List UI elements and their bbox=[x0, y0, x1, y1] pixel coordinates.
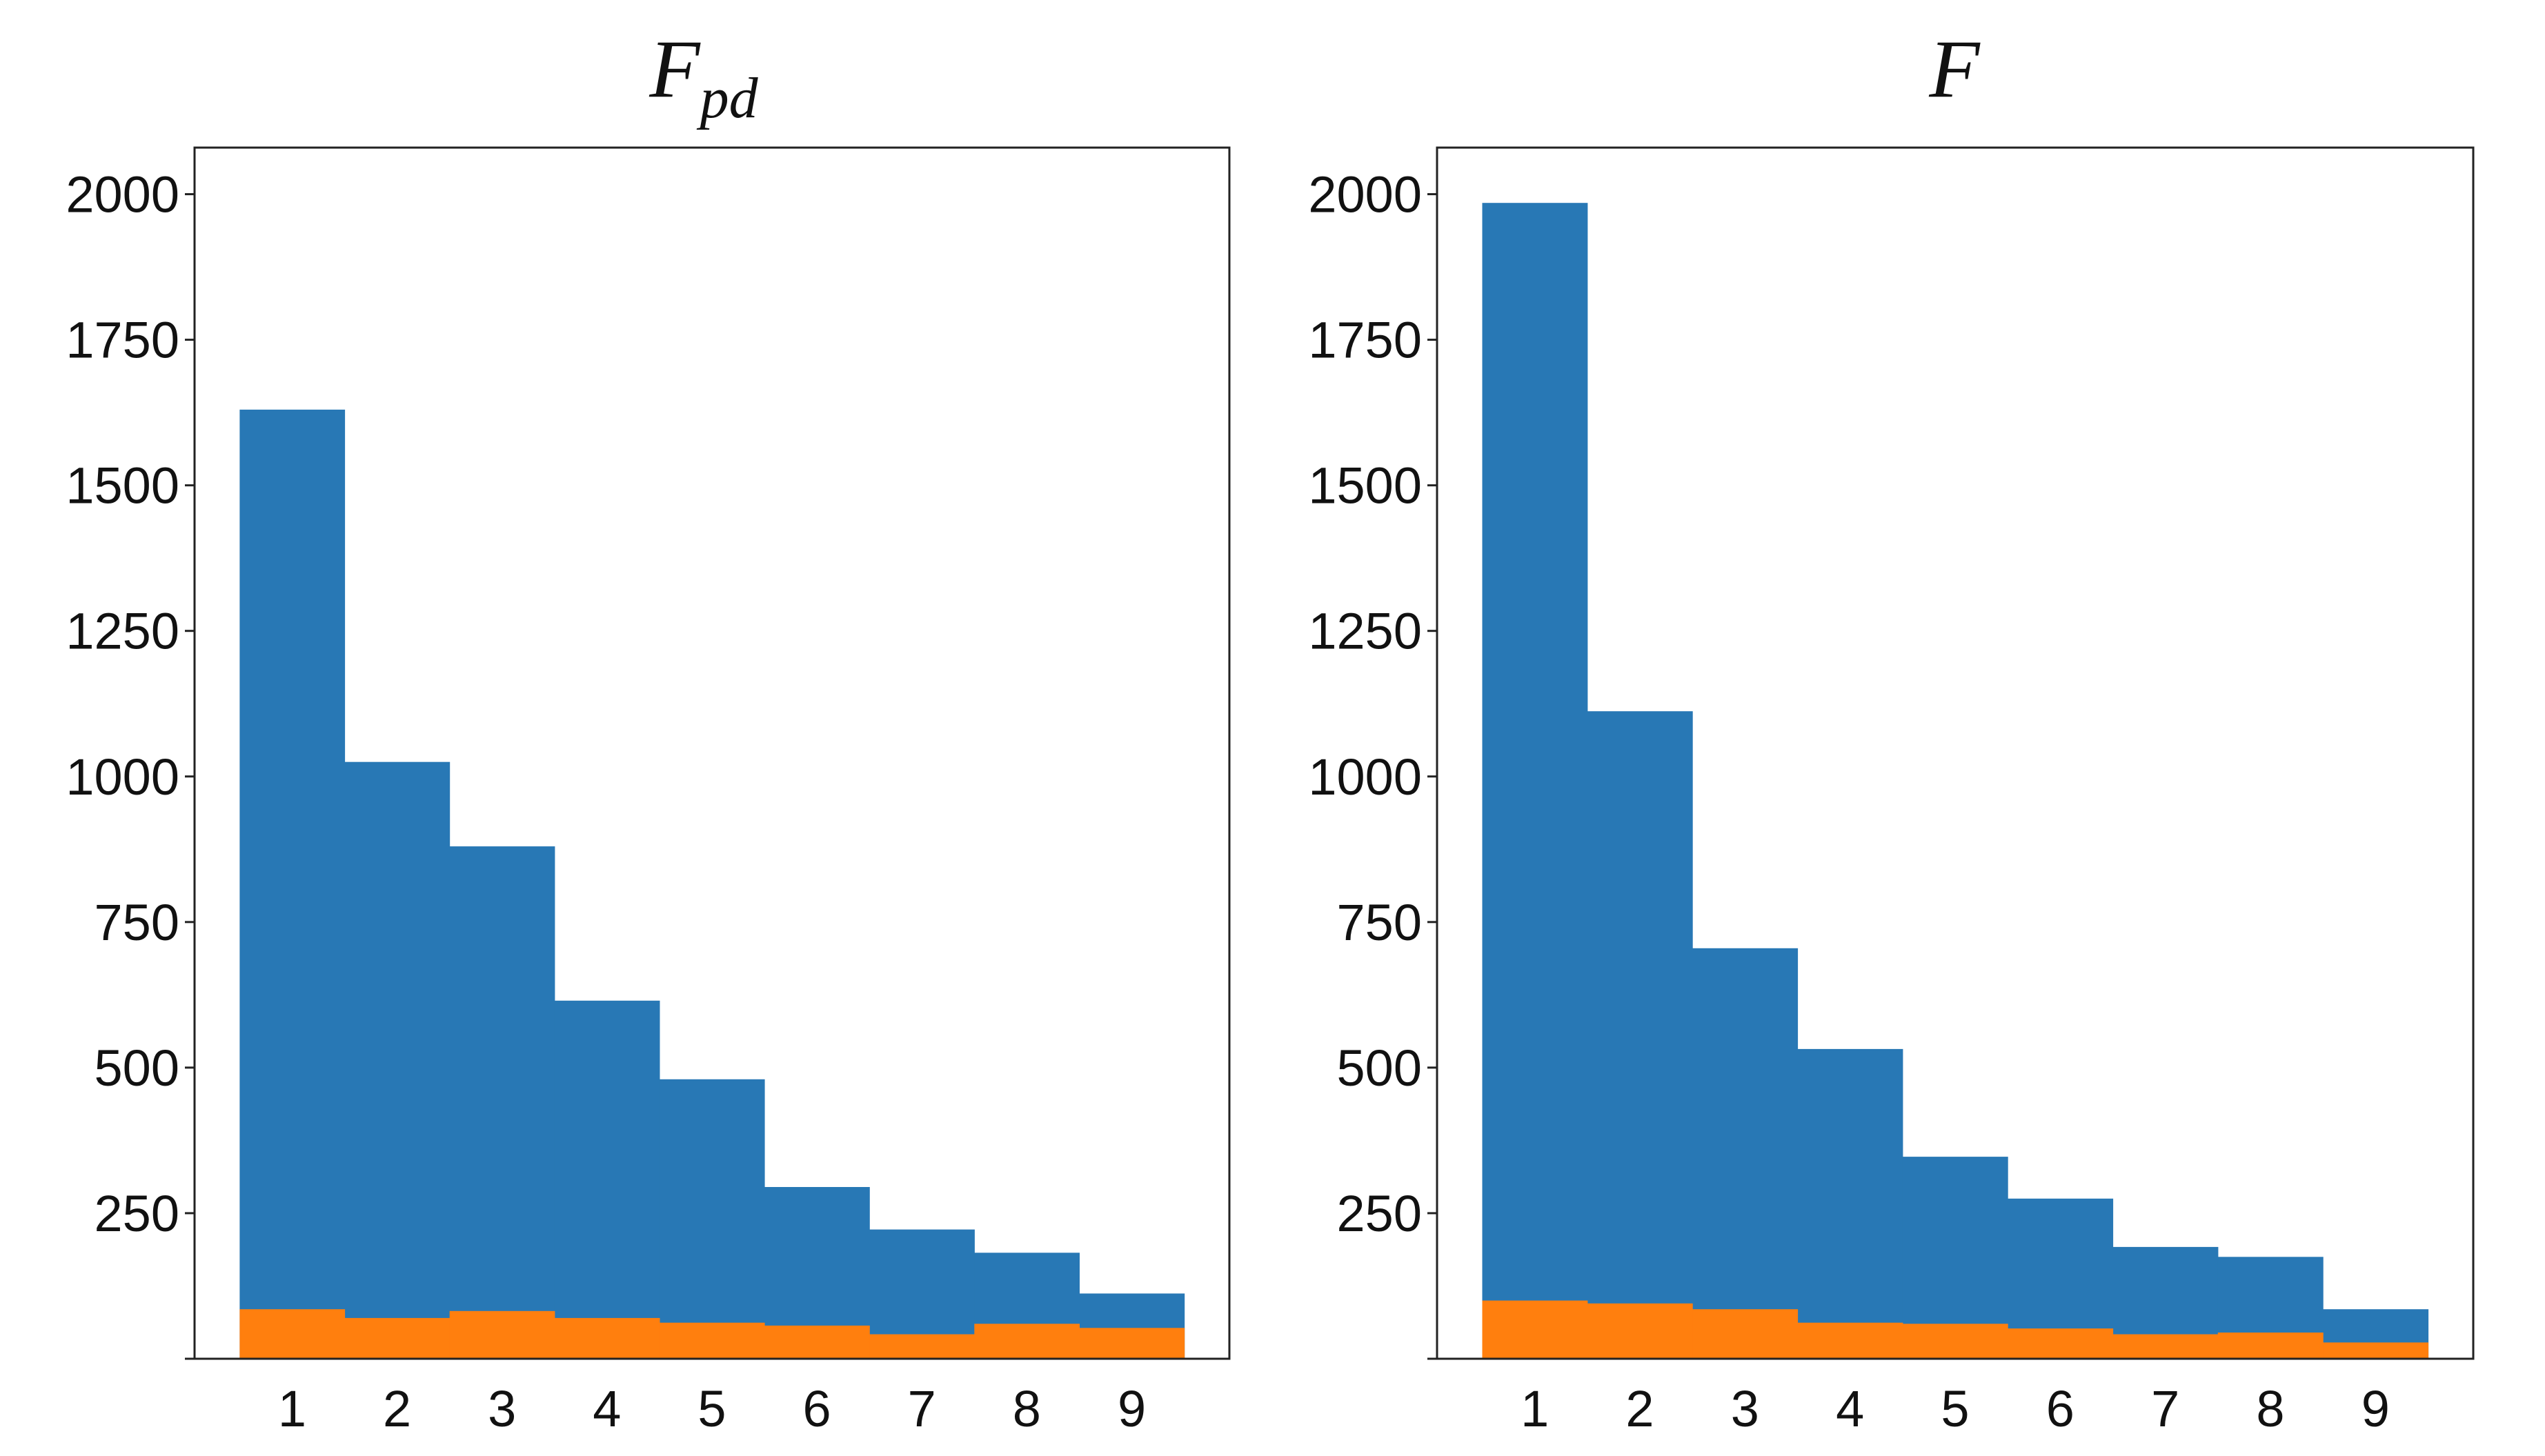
right-chart-xtick-label-7: 7 bbox=[2151, 1380, 2179, 1437]
left-chart-ytick-label-500: 500 bbox=[95, 1039, 179, 1097]
left-chart-ytick-label-1000: 1000 bbox=[66, 748, 179, 806]
right-chart-xtick-label-9: 9 bbox=[2361, 1380, 2390, 1437]
left-chart-xtick-label-5: 5 bbox=[697, 1380, 726, 1437]
right-chart-ytick-label-1250: 1250 bbox=[1308, 603, 1422, 660]
left-chart-xtick-label-4: 4 bbox=[593, 1380, 621, 1437]
left-chart-bar-s1-4 bbox=[554, 1000, 660, 1359]
left-chart-ytick-label-1500: 1500 bbox=[66, 457, 179, 515]
right-chart-bar-s1-4 bbox=[1797, 1048, 1903, 1359]
right-chart-ytick-label-250: 250 bbox=[1337, 1185, 1422, 1242]
left-chart-ytick-label-750: 750 bbox=[95, 894, 179, 951]
right-chart: F 250 500 750 1000 1250 1500 1750 2000 1 2 3 4 5 6 7 8 9 bbox=[1308, 23, 2475, 1437]
left-chart-title-subscript: pd bbox=[697, 66, 759, 130]
left-chart-bar-s2-9 bbox=[1079, 1328, 1185, 1359]
right-chart-xtick-label-8: 8 bbox=[2256, 1380, 2284, 1437]
right-chart-xtick-label-4: 4 bbox=[1836, 1380, 1864, 1437]
right-chart-ytick-label-750: 750 bbox=[1337, 894, 1422, 951]
left-chart-ytick-label-2000: 2000 bbox=[66, 166, 179, 223]
left-chart-bar-s1-3 bbox=[449, 846, 555, 1359]
left-chart-ytick-label-1250: 1250 bbox=[66, 603, 179, 660]
left-chart-xtick-label-2: 2 bbox=[383, 1380, 411, 1437]
left-chart-bar-s1-1 bbox=[239, 409, 346, 1359]
right-chart-bar-s2-3 bbox=[1692, 1309, 1799, 1359]
left-chart-xtick-label-6: 6 bbox=[803, 1380, 831, 1437]
left-chart-plot: 250 500 750 1000 1250 1500 1750 2000 1 2 3 4 5 6 7 8 9 bbox=[66, 146, 1231, 1437]
left-chart-bar-s1-2 bbox=[344, 761, 450, 1359]
right-chart-ytick-label-1000: 1000 bbox=[1308, 748, 1422, 806]
right-chart-ytick-label-500: 500 bbox=[1337, 1039, 1422, 1097]
left-chart-bar-s2-8 bbox=[974, 1324, 1080, 1359]
right-chart-ytick-label-2000: 2000 bbox=[1308, 166, 1422, 223]
left-chart-bar-s2-7 bbox=[869, 1334, 975, 1359]
right-chart-bar-s1-1 bbox=[1482, 203, 1588, 1359]
right-chart-bar-s1-3 bbox=[1692, 948, 1799, 1359]
right-chart-bar-s2-4 bbox=[1797, 1322, 1903, 1359]
left-chart-frame bbox=[193, 146, 1231, 1360]
right-chart-bar-s2-9 bbox=[2323, 1342, 2429, 1359]
left-chart-bar-s2-3 bbox=[449, 1310, 555, 1359]
right-chart-title: F bbox=[1928, 23, 1981, 114]
right-chart-bar-s2-6 bbox=[2008, 1328, 2114, 1359]
left-chart-title-main: F bbox=[648, 23, 701, 114]
right-chart-xtick-label-5: 5 bbox=[1941, 1380, 1969, 1437]
left-chart-bar-s2-5 bbox=[659, 1322, 765, 1359]
right-chart-plot: 250 500 750 1000 1250 1500 1750 2000 1 2 3 4 5 6 7 8 9 bbox=[1308, 146, 2475, 1437]
right-chart-bar-s2-2 bbox=[1587, 1303, 1693, 1359]
left-chart-bar-s1-5 bbox=[659, 1079, 765, 1359]
left-chart-bar-s2-1 bbox=[239, 1309, 346, 1359]
right-chart-ytick-label-1500: 1500 bbox=[1308, 457, 1422, 515]
right-chart-xtick-label-3: 3 bbox=[1731, 1380, 1759, 1437]
left-chart-ytick-label-1750: 1750 bbox=[66, 312, 179, 369]
left-chart-ytick-label-250: 250 bbox=[95, 1185, 179, 1242]
right-chart-frame bbox=[1436, 146, 2475, 1360]
left-chart-xtick-label-7: 7 bbox=[908, 1380, 936, 1437]
right-chart-bar-s2-8 bbox=[2217, 1333, 2324, 1359]
right-chart-bar-s1-2 bbox=[1587, 711, 1693, 1359]
right-chart-xtick-label-2: 2 bbox=[1625, 1380, 1654, 1437]
right-chart-ytick-label-1750: 1750 bbox=[1308, 312, 1422, 369]
left-chart-bar-s2-4 bbox=[554, 1317, 660, 1359]
left-chart-title: Fpd bbox=[648, 23, 758, 130]
right-chart-bar-s2-1 bbox=[1482, 1300, 1588, 1359]
left-chart-xtick-label-1: 1 bbox=[278, 1380, 306, 1437]
right-chart-xtick-label-6: 6 bbox=[2046, 1380, 2074, 1437]
right-chart-bar-s2-7 bbox=[2112, 1334, 2219, 1359]
left-chart-xtick-label-8: 8 bbox=[1013, 1380, 1041, 1437]
left-chart-bar-s2-6 bbox=[764, 1325, 870, 1359]
left-chart-xtick-label-3: 3 bbox=[488, 1380, 516, 1437]
left-chart-xtick-label-9: 9 bbox=[1118, 1380, 1146, 1437]
right-chart-xtick-label-1: 1 bbox=[1521, 1380, 1549, 1437]
right-chart-bar-s2-5 bbox=[1902, 1324, 2008, 1359]
left-chart-bar-s2-2 bbox=[344, 1317, 450, 1359]
left-chart: Fpd 250 500 750 1000 1250 1500 1750 2000 1 2 3 4 5 6 7… bbox=[66, 23, 1231, 1437]
